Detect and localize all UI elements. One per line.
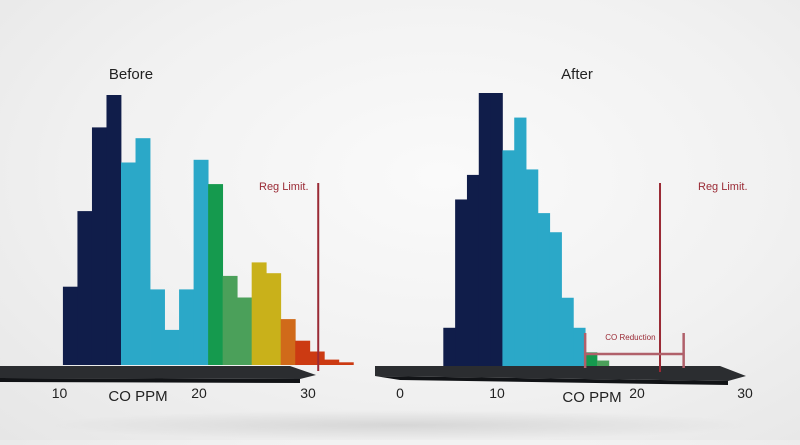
histogram-bar: [514, 117, 527, 366]
histogram-bar: [338, 362, 354, 365]
histogram-bar: [251, 262, 267, 365]
histogram-bar: [266, 273, 282, 365]
histogram-bar: [455, 199, 468, 366]
x-tick-label: 0: [396, 385, 404, 401]
histogram-bar: [208, 184, 224, 365]
histogram-bar: [502, 150, 515, 366]
histogram-bar: [478, 93, 491, 366]
reg-limit-label: Reg Limit.: [259, 181, 309, 193]
histogram-bar: [295, 340, 311, 365]
histogram-bar: [309, 351, 325, 365]
x-tick-label: 30: [737, 385, 753, 401]
histogram-bar: [62, 286, 78, 365]
histogram-bar: [164, 329, 180, 365]
histogram-bar: [222, 275, 238, 365]
histogram-bar: [585, 352, 598, 366]
reg-limit-label: Reg Limit.: [698, 181, 748, 193]
histogram-bar: [121, 162, 136, 365]
floor-top: [375, 366, 746, 381]
histogram-bar: [237, 297, 253, 365]
x-axis-label: CO PPM: [108, 388, 167, 405]
panel-before: [0, 95, 354, 383]
histogram-bar: [443, 327, 456, 366]
floor-shadow: [40, 410, 760, 440]
histogram-bar: [280, 319, 296, 365]
histogram-bar: [537, 213, 551, 366]
histogram-bar: [135, 138, 151, 365]
histogram-bar: [91, 127, 107, 366]
x-tick-label: 10: [52, 385, 68, 401]
panel-title: After: [561, 66, 593, 83]
histogram-bar: [466, 174, 480, 366]
histogram-bar: [193, 159, 209, 365]
floor-side: [375, 376, 728, 385]
panel-after: [375, 93, 746, 385]
x-tick-label: 10: [489, 385, 505, 401]
histogram-bar: [324, 359, 340, 365]
histogram-bar: [573, 327, 586, 366]
histogram-bar: [150, 289, 165, 365]
x-tick-label: 20: [629, 385, 645, 401]
x-axis-label: CO PPM: [562, 389, 621, 406]
histogram-bar: [490, 93, 503, 366]
co-reduction-label: CO Reduction: [605, 333, 655, 342]
floor-top: [0, 366, 316, 379]
x-tick-label: 20: [191, 385, 207, 401]
histogram-bar: [179, 289, 194, 365]
histogram-bar: [549, 232, 562, 366]
histogram-bar: [596, 360, 610, 366]
x-tick-label: 30: [300, 385, 316, 401]
histogram-bar: [526, 169, 539, 366]
histogram-bar: [561, 297, 574, 366]
histogram-bar: [77, 211, 93, 365]
panel-title: Before: [109, 66, 153, 83]
histogram-bar: [106, 95, 122, 365]
floor-side: [0, 378, 300, 383]
